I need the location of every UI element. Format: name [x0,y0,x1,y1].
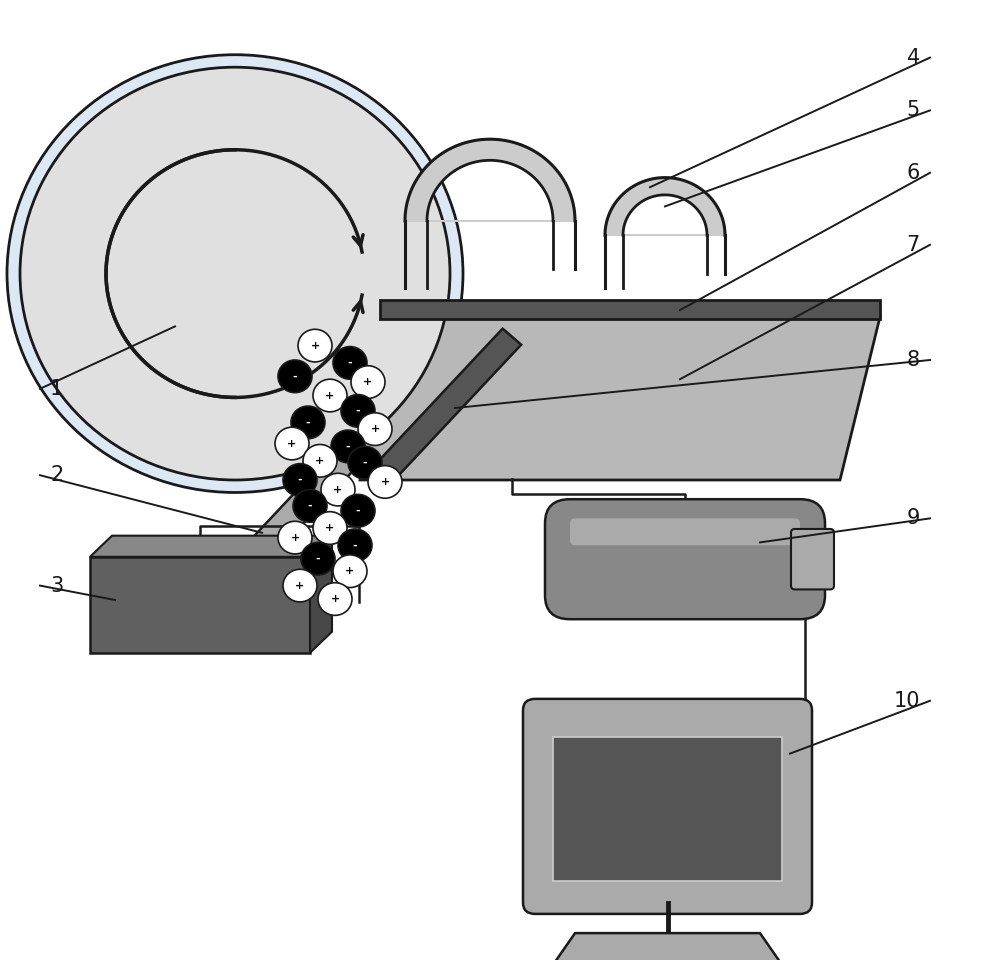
Circle shape [351,366,385,398]
Text: +: + [330,594,340,604]
Text: -: - [363,458,367,468]
Text: -: - [308,501,312,511]
Polygon shape [90,536,332,557]
Circle shape [368,466,402,498]
Circle shape [298,329,332,362]
Text: +: + [310,341,320,350]
Text: +: + [295,581,305,590]
Text: +: + [325,391,335,400]
Text: 5: 5 [907,101,920,120]
Text: 3: 3 [50,576,63,595]
Text: +: + [290,533,300,542]
Text: +: + [287,439,297,448]
Circle shape [338,529,372,562]
Text: -: - [293,372,297,381]
Circle shape [283,569,317,602]
Text: 1: 1 [50,379,63,398]
Text: -: - [346,442,350,451]
Text: +: + [315,456,325,466]
Circle shape [291,406,325,439]
FancyBboxPatch shape [523,699,812,914]
Circle shape [7,55,463,492]
Text: +: + [333,485,343,494]
Polygon shape [605,178,725,235]
FancyBboxPatch shape [545,499,825,619]
Bar [90,557,310,653]
Text: +: + [325,523,335,533]
Text: -: - [298,475,302,485]
Circle shape [20,67,450,480]
Circle shape [293,490,327,522]
Circle shape [321,473,355,506]
Text: 2: 2 [50,466,63,485]
Polygon shape [201,436,369,611]
Text: +: + [363,377,373,387]
Circle shape [358,413,392,445]
Circle shape [275,427,309,460]
Text: -: - [356,506,360,516]
Circle shape [341,395,375,427]
Circle shape [283,464,317,496]
Polygon shape [369,328,521,488]
FancyBboxPatch shape [791,529,834,589]
Circle shape [333,555,367,588]
Circle shape [318,583,352,615]
Circle shape [313,379,347,412]
Circle shape [301,542,335,575]
Circle shape [348,446,382,479]
Text: +: + [380,477,390,487]
FancyBboxPatch shape [570,518,800,545]
Circle shape [313,512,347,544]
Text: -: - [348,358,352,368]
Text: 8: 8 [907,350,920,370]
Circle shape [331,430,365,463]
Text: 7: 7 [907,235,920,254]
Text: 4: 4 [907,48,920,67]
Circle shape [278,360,312,393]
Circle shape [303,444,337,477]
Polygon shape [310,536,332,653]
Polygon shape [360,317,880,480]
Text: -: - [306,418,310,427]
Bar [553,737,782,881]
Circle shape [333,347,367,379]
Circle shape [341,494,375,527]
Text: +: + [370,424,380,434]
Text: +: + [345,566,355,576]
Polygon shape [555,933,780,960]
Text: -: - [356,406,360,416]
Text: -: - [316,554,320,564]
Bar [380,300,880,319]
Polygon shape [405,139,575,221]
Text: 10: 10 [894,691,920,710]
Text: 6: 6 [907,163,920,182]
Circle shape [278,521,312,554]
Text: 9: 9 [907,509,920,528]
Text: -: - [353,540,357,550]
